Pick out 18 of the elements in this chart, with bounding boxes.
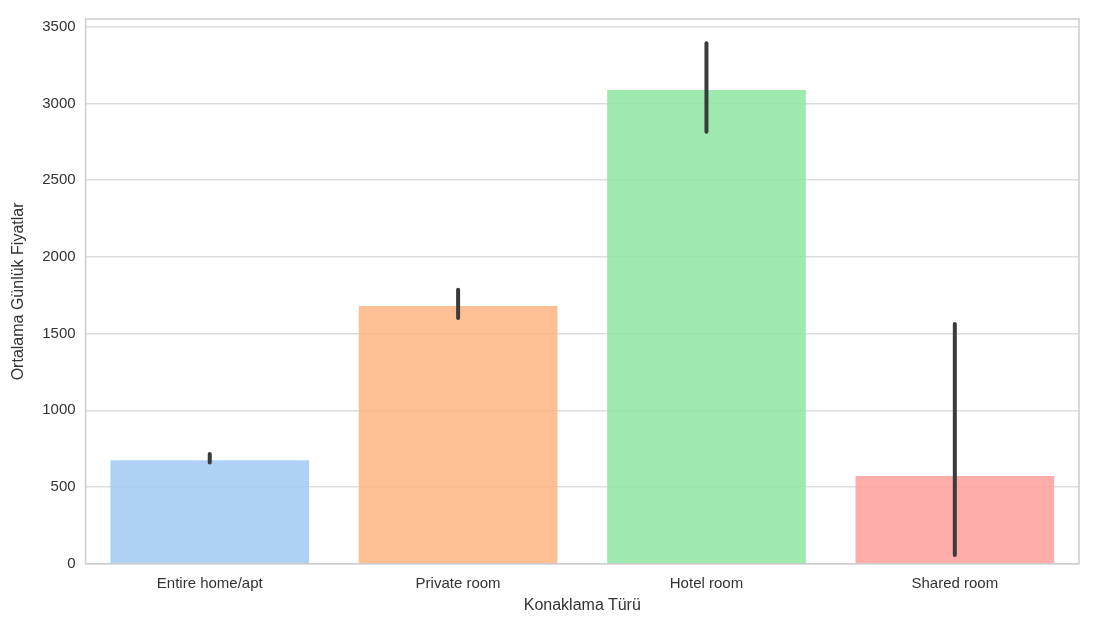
y-tick-label: 1500	[42, 323, 76, 341]
y-tick-label: 2000	[42, 247, 76, 265]
x-tick-label: Hotel room	[669, 573, 744, 591]
x-tick-label: Private room	[415, 573, 501, 591]
x-tick-label: Shared room	[911, 573, 999, 591]
x-tick-label: Entire home/apt	[156, 573, 264, 591]
bar	[855, 476, 1055, 564]
bar	[607, 90, 806, 564]
y-tick-label: 0	[67, 553, 76, 571]
y-tick-label: 500	[50, 477, 76, 495]
bar	[110, 460, 310, 564]
x-axis-title: Konaklama Türü	[523, 595, 641, 613]
y-axis-title: Ortalama Günlük Fiyatlar	[9, 201, 27, 381]
y-tick-label: 3500	[42, 16, 76, 34]
y-tick-label: 2500	[42, 170, 76, 188]
bar	[358, 305, 558, 564]
y-tick-label: 3000	[42, 93, 76, 111]
y-tick-label: 1000	[42, 400, 76, 418]
